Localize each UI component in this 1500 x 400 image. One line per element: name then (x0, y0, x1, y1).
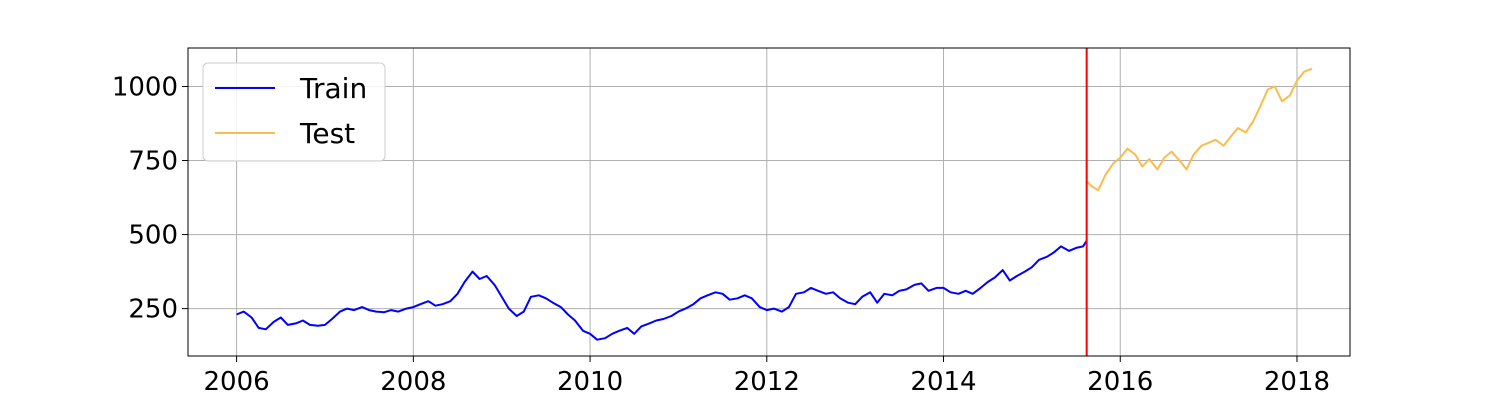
plot-frame (187, 47, 1351, 357)
legend: Train Test (202, 62, 386, 162)
x-tick-label: 2006 (204, 367, 270, 397)
legend-label-test: Test (299, 117, 355, 150)
series-layer (236, 67, 1313, 341)
series-line-test (1085, 67, 1313, 192)
x-tick-label: 2012 (734, 367, 800, 397)
x-tick-label: 2014 (910, 367, 976, 397)
y-tick-label: 750 (128, 147, 178, 177)
x-tick-label: 2008 (380, 367, 446, 397)
x-tick-label: 2010 (557, 367, 623, 397)
series-line-train (236, 239, 1088, 341)
x-tick-label: 2016 (1087, 367, 1153, 397)
y-tick-label: 500 (128, 221, 178, 251)
y-tick-label: 1000 (112, 73, 178, 103)
legend-label-train: Train (299, 72, 367, 105)
y-tick-label: 250 (128, 295, 178, 325)
x-tick-label: 2018 (1264, 367, 1330, 397)
ticks: 2006 2008 2010 2012 2014 2016 2018 250 500 750 100… (112, 73, 1330, 398)
